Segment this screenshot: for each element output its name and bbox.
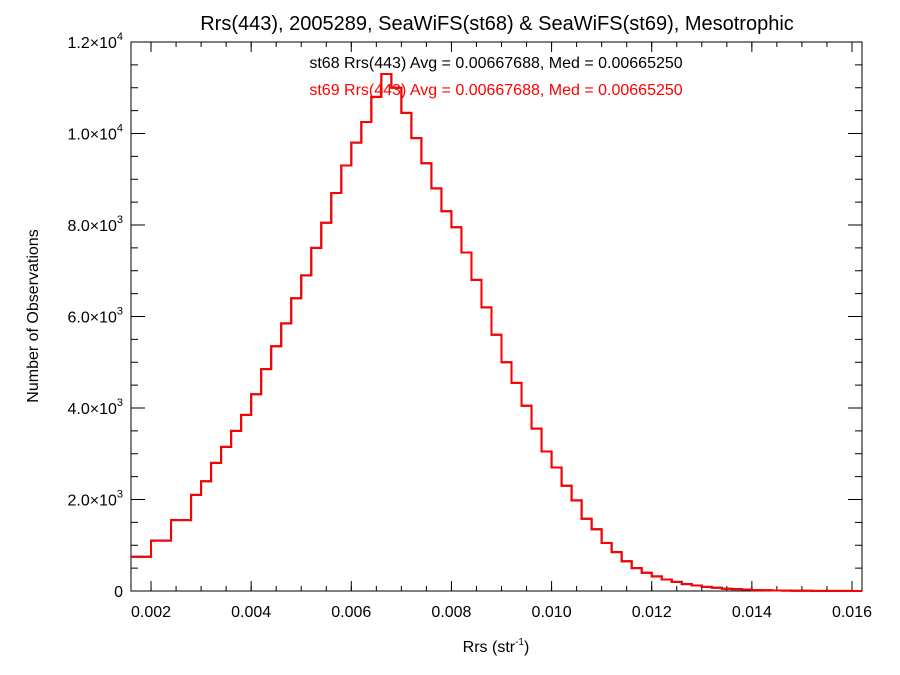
x-tick-label: 0.002 <box>131 604 171 621</box>
y-tick-mantissa: 2.0×10 <box>67 493 116 510</box>
y-tick-exponent: 4 <box>117 123 123 135</box>
y-axis-ticks: 02.0×1034.0×1036.0×1038.0×1031.0×1041.2×… <box>67 31 862 601</box>
x-axis-label: Rrs (str-1) <box>463 637 530 656</box>
x-tick-label: 0.010 <box>532 604 572 621</box>
y-tick-label: 8.0×103 <box>67 214 123 235</box>
x-tick-label: 0.012 <box>632 604 672 621</box>
y-tick-label: 1.0×104 <box>67 123 123 144</box>
y-tick-label: 1.2×104 <box>67 31 123 52</box>
x-axis-label-end: ) <box>524 639 529 656</box>
y-tick-label: 0 <box>114 584 123 601</box>
x-tick-label: 0.016 <box>832 604 872 621</box>
y-tick-exponent: 3 <box>117 397 123 409</box>
series-group <box>131 73 862 592</box>
y-tick-label: 4.0×103 <box>67 397 123 418</box>
x-axis-ticks: 0.002 0.004 0.006 0.008 0.010 0.012 0.014 0.016 <box>131 42 872 621</box>
chart-title: Rrs(443), 2005289, SeaWiFS(st68) & SeaWi… <box>200 13 794 35</box>
y-tick-mantissa: 1.2×10 <box>67 35 116 52</box>
y-tick-exponent: 3 <box>117 306 123 318</box>
y-tick-exponent: 3 <box>117 489 123 501</box>
y-tick-label: 6.0×103 <box>67 306 123 327</box>
y-tick-mantissa: 4.0×10 <box>67 401 116 418</box>
y-axis-label: Number of Observations <box>25 229 42 402</box>
y-tick-mantissa: 0 <box>114 584 123 601</box>
x-tick-label: 0.004 <box>231 604 271 621</box>
x-tick-label: 0.006 <box>331 604 371 621</box>
x-axis-label-sup: -1 <box>515 637 524 648</box>
y-tick-mantissa: 8.0×10 <box>67 218 116 235</box>
y-tick-label: 2.0×103 <box>67 489 123 510</box>
y-tick-exponent: 4 <box>117 31 123 43</box>
x-tick-label: 0.014 <box>732 604 772 621</box>
x-tick-label: 0.008 <box>431 604 471 621</box>
series-line-1 <box>131 73 862 592</box>
y-tick-exponent: 3 <box>117 214 123 226</box>
x-axis-label-main: Rrs (str <box>463 639 516 656</box>
y-tick-mantissa: 1.0×10 <box>67 127 116 144</box>
annotation-st69: st69 Rrs(443) Avg = 0.00667688, Med = 0.… <box>309 82 682 99</box>
annotation-st68: st68 Rrs(443) Avg = 0.00667688, Med = 0.… <box>309 55 682 72</box>
y-tick-mantissa: 6.0×10 <box>67 310 116 327</box>
